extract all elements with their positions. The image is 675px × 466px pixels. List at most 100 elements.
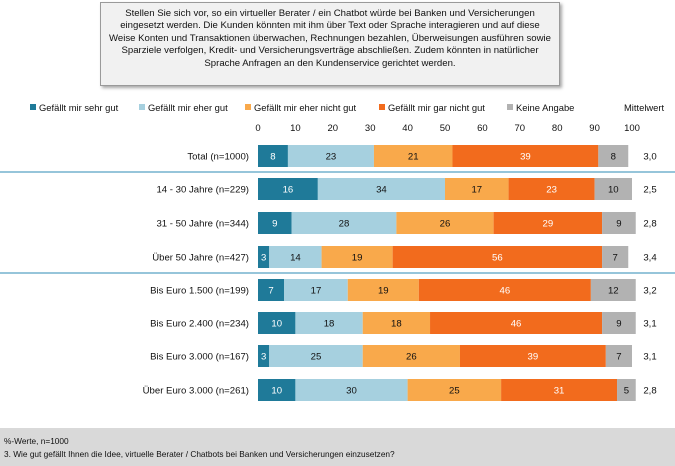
bar-data-label: 56 — [492, 253, 503, 264]
bar-data-label: 10 — [271, 319, 282, 330]
bar-segment — [295, 312, 363, 334]
bar-data-label: 39 — [528, 352, 539, 363]
category-label: Bis Euro 3.000 (n=167) — [150, 352, 249, 363]
bar-segment — [258, 379, 296, 401]
bar-segment — [508, 178, 595, 200]
category-label: 14 - 30 Jahre (n=229) — [156, 185, 249, 196]
bar-data-label: 23 — [326, 152, 337, 163]
bar-segment — [407, 379, 502, 401]
bar-data-label: 26 — [440, 219, 451, 230]
bar-data-label: 7 — [612, 253, 617, 264]
bar-data-label: 7 — [616, 352, 621, 363]
x-tick-label: 50 — [440, 123, 451, 134]
category-label: Über 50 Jahre (n=427) — [152, 253, 249, 264]
bar-data-label: 29 — [543, 219, 554, 230]
bar-segment — [501, 379, 618, 401]
legend-swatch — [379, 104, 385, 110]
bar-data-label: 18 — [324, 319, 335, 330]
bar-segment — [605, 345, 632, 367]
legend-item: Gefällt mir sehr gut — [30, 102, 118, 113]
bar-data-label: 14 — [290, 253, 301, 264]
bar-segment — [295, 379, 408, 401]
bar-segment — [452, 145, 599, 167]
bar-segment — [291, 212, 397, 234]
bar-segment — [590, 279, 636, 301]
bar-data-label: 8 — [270, 152, 275, 163]
bar-data-label: 5 — [624, 386, 629, 397]
category-label: Total (n=1000) — [187, 152, 249, 163]
mittelwert-value: 3,2 — [643, 286, 656, 297]
legend-item: Keine Angabe — [507, 102, 574, 113]
bar-segment — [493, 212, 603, 234]
bar-segment — [598, 145, 629, 167]
legend-item: Gefällt mir gar nicht gut — [379, 102, 485, 113]
bar-segment — [617, 379, 636, 401]
bar-segment — [594, 178, 632, 200]
legend-label: Keine Angabe — [516, 102, 575, 113]
bar-segment — [445, 178, 509, 200]
bar-segment — [459, 345, 606, 367]
bar-segment — [258, 279, 285, 301]
bar-segment — [284, 279, 348, 301]
bar-data-label: 39 — [520, 152, 531, 163]
legend-swatch — [139, 104, 145, 110]
x-tick-label: 100 — [624, 123, 640, 134]
legend-label: Gefällt mir eher nicht gut — [254, 102, 357, 113]
bar-data-label: 8 — [611, 152, 616, 163]
x-tick-label: 0 — [255, 123, 260, 134]
bar-segment — [362, 345, 460, 367]
bar-segment — [258, 145, 288, 167]
bar-data-label: 25 — [449, 386, 460, 397]
bar-data-label: 46 — [500, 286, 511, 297]
bar-segment — [430, 312, 603, 334]
question-text-box: Stellen Sie sich vor, so ein virtueller … — [100, 2, 560, 86]
mittelwert-value: 3,1 — [643, 319, 656, 330]
x-tick-label: 90 — [589, 123, 600, 134]
bar-data-label: 34 — [376, 185, 387, 196]
bar-data-label: 12 — [608, 286, 619, 297]
bar-data-label: 7 — [268, 286, 273, 297]
footer: %-Werte, n=1000 3. Wie gut gefällt Ihnen… — [0, 428, 675, 466]
bar-data-label: 17 — [471, 185, 482, 196]
x-tick-label: 40 — [402, 123, 413, 134]
bar-data-label: 31 — [554, 386, 565, 397]
bar-segment — [269, 246, 322, 268]
category-label: Über Euro 3.000 (n=261) — [143, 386, 249, 397]
mittelwert-value: 3,1 — [643, 352, 656, 363]
question-text: Stellen Sie sich vor, so ein virtueller … — [109, 8, 551, 69]
x-tick-label: 30 — [365, 123, 376, 134]
bar-segment — [602, 312, 636, 334]
bar-segment — [287, 145, 374, 167]
x-tick-label: 10 — [290, 123, 301, 134]
legend-label: Gefällt mir eher gut — [148, 102, 228, 113]
mittelwert-value: 2,8 — [643, 386, 656, 397]
bar-segment — [392, 246, 603, 268]
bar-data-label: 46 — [511, 319, 522, 330]
bar-data-label: 10 — [271, 386, 282, 397]
bar-segment — [602, 246, 629, 268]
mittelwert-value: 3,0 — [643, 152, 656, 163]
legend-swatch — [507, 104, 513, 110]
bar-data-label: 9 — [272, 219, 277, 230]
legend-swatch — [30, 104, 36, 110]
bar-data-label: 9 — [616, 219, 621, 230]
bar-data-label: 9 — [616, 319, 621, 330]
footer-note: %-Werte, n=1000 — [4, 436, 69, 446]
bar-segment — [317, 178, 445, 200]
bar-segment — [258, 178, 318, 200]
bar-segment — [396, 212, 494, 234]
mittelwert-header: Mittelwert — [624, 102, 665, 113]
bar-data-label: 23 — [546, 185, 557, 196]
legend-swatch — [245, 104, 251, 110]
bar-data-label: 19 — [352, 253, 363, 264]
category-label: 31 - 50 Jahre (n=344) — [156, 219, 249, 230]
x-tick-label: 70 — [515, 123, 526, 134]
bar-data-label: 3 — [261, 352, 266, 363]
bar-data-label: 17 — [311, 286, 322, 297]
bar-segment — [321, 246, 393, 268]
legend-item: Gefällt mir eher gut — [139, 102, 228, 113]
bar-segment — [362, 312, 431, 334]
mittelwert-value: 2,5 — [643, 185, 656, 196]
bar-data-label: 3 — [261, 253, 266, 264]
bar-segment — [258, 345, 270, 367]
